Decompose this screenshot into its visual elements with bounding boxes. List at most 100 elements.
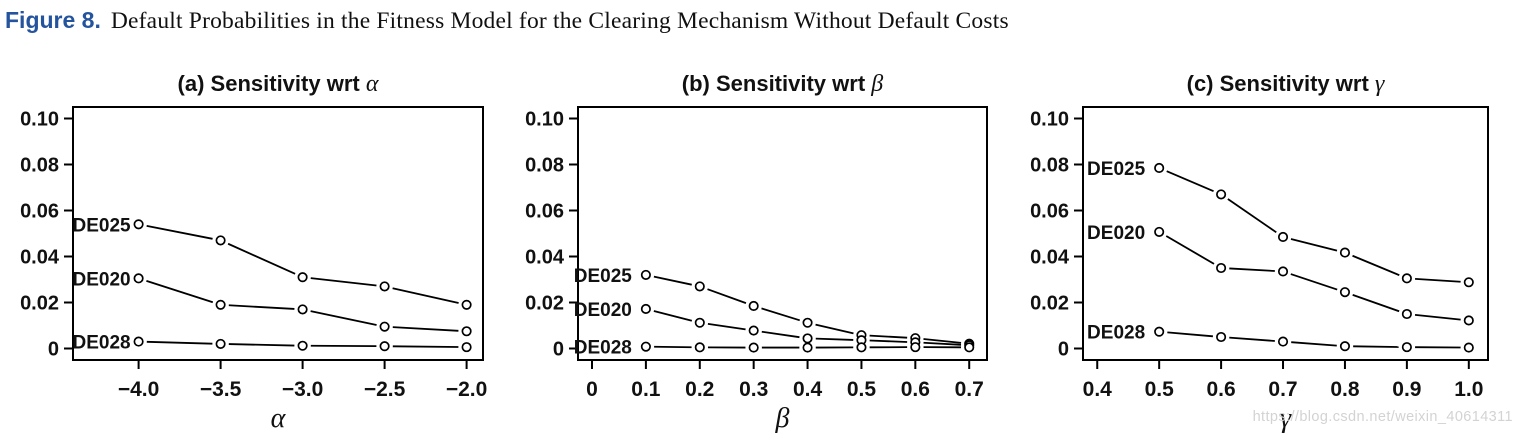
data-point-DE020 bbox=[1463, 315, 1474, 326]
data-point-DE028 bbox=[133, 336, 144, 347]
series-line-DE020 bbox=[761, 330, 800, 339]
series-line-DE025 bbox=[146, 224, 213, 240]
data-point-DE028 bbox=[640, 341, 651, 352]
y-tick-label: 0.06 bbox=[525, 201, 564, 223]
data-point-DE028 bbox=[910, 342, 921, 353]
x-tick-label: 0.1 bbox=[631, 378, 661, 401]
data-point-DE028 bbox=[802, 342, 813, 353]
data-point-DE025 bbox=[694, 281, 705, 292]
y-tick-label: 0.04 bbox=[20, 247, 60, 269]
data-point-DE028 bbox=[1277, 336, 1289, 347]
data-point-DE020 bbox=[1154, 226, 1165, 237]
series-line-DE028 bbox=[1353, 345, 1399, 348]
series-line-DE025 bbox=[1166, 170, 1214, 193]
data-point-DE020 bbox=[379, 321, 390, 332]
data-point-DE025 bbox=[748, 300, 759, 311]
series-label-DE025: DE025 bbox=[574, 266, 633, 287]
series-line-DE025 bbox=[227, 242, 296, 275]
series-line-DE028 bbox=[1229, 336, 1275, 342]
y-tick-label: 0.08 bbox=[525, 155, 564, 177]
series-label-DE028: DE028 bbox=[1087, 323, 1145, 344]
series-line-DE025 bbox=[1290, 238, 1338, 252]
figure-number-label: Figure 8. bbox=[5, 7, 101, 33]
series-line-DE020 bbox=[1414, 313, 1461, 321]
data-point-DE020 bbox=[694, 317, 705, 328]
series-label-DE020: DE020 bbox=[1087, 223, 1145, 244]
data-point-DE025 bbox=[297, 272, 308, 283]
data-point-DE025 bbox=[461, 299, 472, 310]
data-point-DE020 bbox=[748, 325, 759, 336]
data-point-DE025 bbox=[640, 269, 651, 280]
y-tick-label: 0 bbox=[553, 339, 564, 361]
x-tick-label: 0.7 bbox=[1268, 378, 1297, 401]
data-point-DE020 bbox=[1277, 266, 1289, 277]
plot-frame bbox=[72, 106, 484, 361]
x-tick-label: 0 bbox=[586, 378, 598, 401]
series-line-DE020 bbox=[392, 326, 459, 332]
x-axis-label: α bbox=[271, 403, 287, 434]
data-point-DE020 bbox=[802, 333, 813, 344]
y-tick-label: 0 bbox=[1058, 339, 1069, 361]
series-line-DE028 bbox=[228, 343, 295, 347]
x-tick-label: 0.5 bbox=[847, 378, 877, 401]
x-tick-label: 0.7 bbox=[955, 378, 984, 401]
data-point-DE028 bbox=[856, 342, 867, 353]
series-line-DE025 bbox=[869, 334, 908, 339]
y-tick-label: 0.10 bbox=[20, 109, 59, 131]
series-line-DE025 bbox=[1227, 198, 1277, 234]
series-line-DE028 bbox=[1167, 331, 1214, 338]
series-line-DE025 bbox=[1352, 254, 1400, 277]
data-point-DE020 bbox=[1216, 262, 1227, 274]
chart-panel-c: 0 0.02 0.04 0.06 0.08 0.10 0.4 0.5 0.6 0.7 0.8 0.9 1… bbox=[1030, 71, 1489, 434]
x-tick-label: −4.0 bbox=[118, 378, 159, 401]
series-label-DE020: DE020 bbox=[72, 269, 130, 290]
y-tick-label: 0.04 bbox=[525, 247, 565, 269]
series-line-DE020 bbox=[1290, 273, 1338, 291]
panel-title: (c) Sensitivity wrt γ bbox=[1187, 71, 1385, 97]
data-point-DE020 bbox=[461, 326, 472, 337]
data-point-DE025 bbox=[379, 281, 390, 292]
series-line-DE020 bbox=[923, 341, 962, 346]
x-tick-label: 0.6 bbox=[1206, 378, 1235, 401]
y-tick-label: 0 bbox=[48, 339, 59, 361]
y-tick-label: 0.08 bbox=[20, 155, 59, 177]
series-line-DE020 bbox=[653, 310, 693, 322]
series-line-DE020 bbox=[869, 339, 908, 343]
data-point-DE028 bbox=[748, 342, 759, 353]
series-label-DE028: DE028 bbox=[72, 333, 130, 354]
series-line-DE020 bbox=[707, 323, 746, 331]
figure-caption: Figure 8. Default Probabilities in the Fi… bbox=[5, 7, 1009, 35]
y-tick-label: 0.06 bbox=[20, 201, 59, 223]
x-tick-label: 0.6 bbox=[901, 378, 930, 401]
data-point-DE025 bbox=[802, 317, 813, 328]
x-tick-label: −3.0 bbox=[282, 378, 323, 401]
y-tick-label: 0.02 bbox=[1030, 293, 1069, 315]
y-tick-label: 0.08 bbox=[1030, 155, 1069, 177]
series-line-DE020 bbox=[1229, 267, 1275, 272]
y-tick-label: 0.10 bbox=[525, 109, 564, 131]
series-line-DE020 bbox=[815, 337, 854, 341]
series-label-DE020: DE020 bbox=[574, 300, 632, 321]
x-axis-label: γ bbox=[1280, 403, 1292, 434]
series-line-DE020 bbox=[146, 280, 214, 304]
panel-title: (a) Sensitivity wrt α bbox=[178, 71, 379, 97]
data-point-DE025 bbox=[1463, 277, 1474, 288]
data-point-DE020 bbox=[297, 304, 308, 315]
watermark-text: https://blog.csdn.net/weixin_40614311 bbox=[1252, 409, 1513, 425]
x-tick-label: 1.0 bbox=[1454, 378, 1483, 401]
figure-title: Default Probabilities in the Fitness Mod… bbox=[110, 8, 1009, 34]
series-line-DE025 bbox=[1415, 277, 1461, 283]
x-tick-label: 0.3 bbox=[739, 378, 768, 401]
x-tick-label: 0.9 bbox=[1392, 378, 1421, 401]
series-line-DE020 bbox=[228, 304, 295, 310]
data-point-DE025 bbox=[1401, 273, 1412, 284]
data-point-DE028 bbox=[1401, 342, 1412, 353]
series-line-DE028 bbox=[1291, 341, 1337, 347]
data-point-DE028 bbox=[297, 340, 308, 351]
series-label-DE025: DE025 bbox=[1087, 159, 1146, 180]
data-point-DE028 bbox=[1216, 331, 1227, 343]
y-tick-label: 0.02 bbox=[525, 293, 564, 315]
x-tick-label: 0.4 bbox=[1083, 378, 1113, 401]
data-point-DE028 bbox=[461, 342, 472, 353]
x-tick-label: 0.5 bbox=[1145, 378, 1175, 401]
